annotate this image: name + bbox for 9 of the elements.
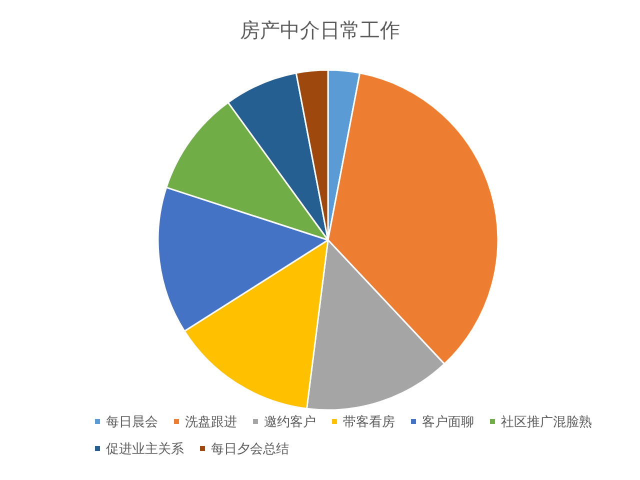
legend-label: 社区推广混脸熟 [501, 414, 592, 429]
legend-label: 每日晨会 [106, 414, 158, 429]
legend-label: 促进业主关系 [106, 441, 184, 456]
legend-label: 邀约客户 [264, 414, 316, 429]
legend-label: 客户面聊 [422, 414, 474, 429]
legend-label: 洗盘跟进 [185, 414, 237, 429]
legend-label: 带客看房 [343, 414, 395, 429]
legend-label: 每日夕会总结 [211, 441, 289, 456]
chart-title: 房产中介日常工作 [240, 20, 400, 42]
